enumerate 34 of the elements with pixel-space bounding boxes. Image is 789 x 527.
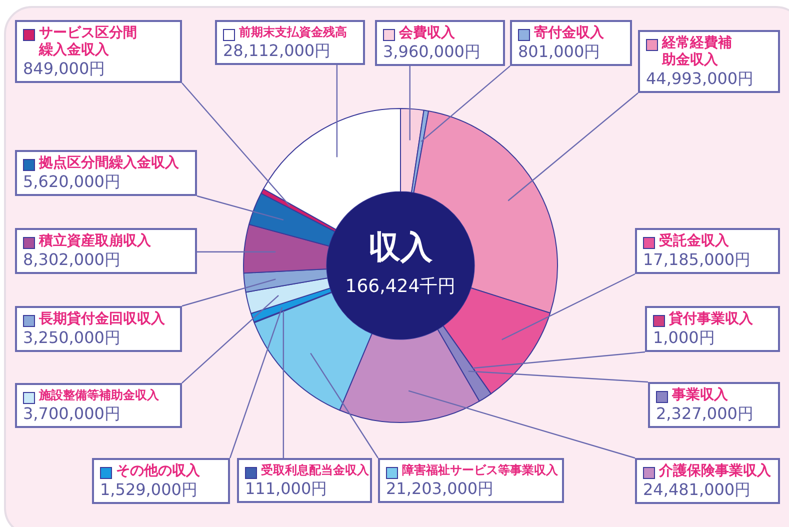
legend-label: 前期末支払資金残高 (239, 25, 347, 40)
data-label: 3,700,000円 (23, 404, 122, 424)
data-label: 28,112,000円 (223, 41, 332, 60)
data-label: 24,481,000円 (643, 480, 752, 499)
legend-label: 経常経費補助金収入 (662, 35, 733, 69)
data-label: 5,620,000円 (23, 172, 122, 191)
data-label: 44,993,000円 (646, 68, 755, 88)
data-label: 21,203,000円 (386, 479, 495, 498)
data-label: 801,000円 (518, 42, 602, 61)
text: 収入 (368, 228, 434, 266)
legend-label: 拠点区分間繰入金収入 (39, 155, 179, 172)
legend-label: 受託金収入 (659, 233, 729, 250)
legend-label: 貸付事業収入 (669, 311, 753, 328)
legend-label: サービス区分間繰入金収入 (39, 25, 138, 59)
data-label: 1,000円 (653, 328, 716, 347)
legend-label: 長期貸付金回収収入 (39, 311, 165, 328)
data-label: 17,185,000円 (643, 250, 752, 269)
data-label: 2,327,000円 (656, 404, 754, 423)
data-label: 3,250,000円 (23, 328, 122, 347)
legend-label: 会費収入 (399, 25, 455, 42)
data-label: 8,302,000円 (23, 250, 122, 269)
legend-label: 受取利息配当金収入 (261, 463, 369, 478)
legend-label: 事業収入 (672, 387, 728, 404)
text: 166,424千円 (345, 276, 456, 298)
legend-label: その他の収入 (116, 463, 200, 480)
data-label: 849,000円 (23, 58, 106, 78)
legend-label: 寄付金収入 (534, 25, 604, 42)
legend-label: 障害福祉サービス等事業収入 (402, 463, 558, 478)
legend-label: 介護保険事業収入 (659, 463, 771, 480)
data-label: 1,529,000円 (100, 480, 198, 499)
data-label: 111,000円 (245, 479, 328, 498)
legend-label: 積立資産取崩収入 (39, 233, 151, 250)
legend-label: 施設整備等補助金収入 (39, 388, 159, 402)
data-label: 3,960,000円 (383, 42, 482, 61)
